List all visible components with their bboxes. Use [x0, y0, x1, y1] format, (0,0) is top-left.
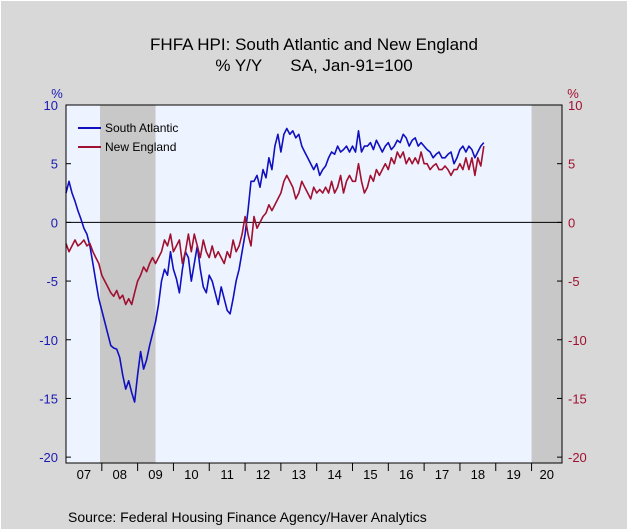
chart-title: FHFA HPI: South Atlantic and New England — [150, 35, 478, 54]
recession-band-1 — [531, 105, 562, 463]
left-tick-label: -15 — [39, 391, 58, 406]
x-tick-label: 13 — [292, 467, 306, 482]
right-tick-label: 10 — [568, 98, 582, 113]
x-tick-label: 17 — [435, 467, 449, 482]
right-axis-unit: % — [567, 86, 579, 101]
x-tick-label: 10 — [184, 467, 198, 482]
left-tick-label: -10 — [39, 333, 58, 348]
x-tick-label: 11 — [220, 467, 234, 482]
right-tick-label: -10 — [568, 333, 587, 348]
right-tick-label: 0 — [568, 215, 575, 230]
plot-border — [65, 104, 563, 464]
legend-label: New England — [105, 140, 176, 154]
right-tick-label: 5 — [568, 157, 575, 172]
x-tick-label: 20 — [540, 467, 554, 482]
x-tick-label: 09 — [148, 467, 162, 482]
x-tick-label: 18 — [471, 467, 485, 482]
left-axis-unit: % — [51, 86, 63, 101]
left-tick-label: -20 — [39, 450, 58, 465]
left-tick-label: 5 — [51, 157, 58, 172]
x-tick-label: 08 — [112, 467, 126, 482]
x-tick-label: 07 — [77, 467, 91, 482]
x-tick-label: 15 — [363, 467, 377, 482]
chart-subtitle: % Y/Y SA, Jan-91=100 — [215, 56, 412, 75]
x-tick-label: 14 — [327, 467, 341, 482]
source-note: Source: Federal Housing Finance Agency/H… — [68, 509, 427, 525]
left-tick-label: 0 — [51, 215, 58, 230]
legend-label: South Atlantic — [105, 121, 178, 135]
right-tick-label: -20 — [568, 450, 587, 465]
recession-band-0 — [100, 105, 156, 463]
series-line-new-england — [65, 145, 485, 306]
left-tick-label: -5 — [46, 274, 58, 289]
right-tick-label: -5 — [568, 274, 580, 289]
x-tick-label: 16 — [399, 467, 413, 482]
series-line-south-atlantic — [65, 127, 485, 403]
x-tick-label: 12 — [256, 467, 270, 482]
x-tick-label: 19 — [506, 467, 520, 482]
right-tick-label: -15 — [568, 391, 587, 406]
left-tick-label: 10 — [44, 98, 58, 113]
